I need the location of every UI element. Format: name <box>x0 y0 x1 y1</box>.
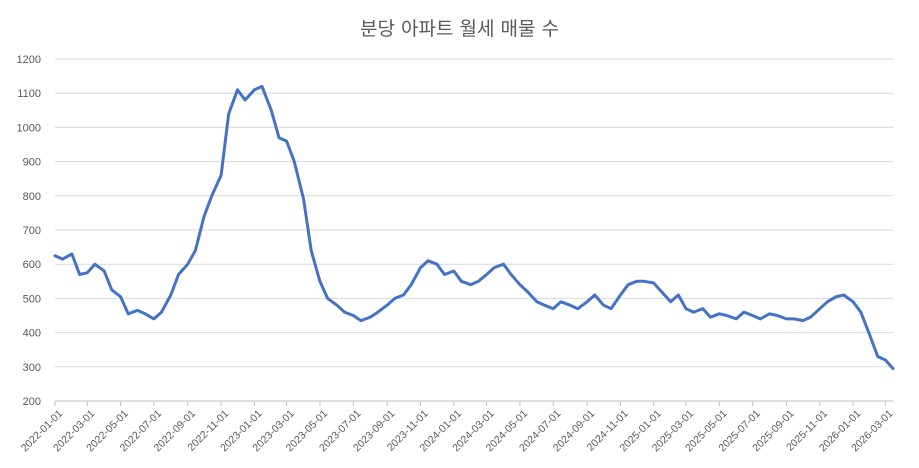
y-tick-label: 300 <box>23 362 41 374</box>
y-tick-label: 1000 <box>17 122 41 134</box>
y-tick-label: 600 <box>23 259 41 271</box>
y-tick-label: 500 <box>23 293 41 305</box>
gridlines <box>55 58 893 402</box>
chart-title: 분당 아파트 월세 매물 수 <box>360 18 559 40</box>
y-axis-ticks: 200 300 400 500 600 700 800 900 1000 1100 1200 <box>17 54 41 408</box>
y-tick-label: 700 <box>23 225 41 237</box>
y-tick-label: 1100 <box>17 88 41 100</box>
y-tick-label: 900 <box>23 157 41 169</box>
series-layer <box>53 84 895 370</box>
y-tick-label: 800 <box>23 191 41 203</box>
series-line <box>53 84 895 370</box>
y-tick-label: 400 <box>23 328 41 340</box>
y-tick-label: 1200 <box>17 54 41 66</box>
x-axis-ticks: 2022-01-012022-03-012022-05-012022-07-01… <box>19 401 896 454</box>
y-tick-label: 200 <box>23 396 41 408</box>
